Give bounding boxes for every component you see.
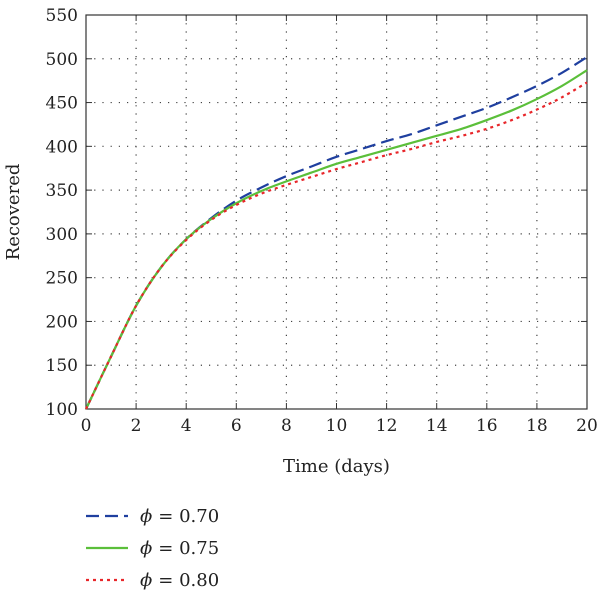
x-tick-label: 12 bbox=[376, 416, 398, 436]
grid bbox=[86, 15, 587, 409]
x-tick-label: 6 bbox=[231, 416, 242, 436]
legend-label-3: ϕ = 0.80 bbox=[140, 570, 219, 591]
x-tick-label: 16 bbox=[476, 416, 498, 436]
y-tick-label: 500 bbox=[46, 50, 78, 70]
y-tick-label: 400 bbox=[46, 137, 78, 157]
y-tick-label: 350 bbox=[46, 181, 78, 201]
y-tick-label: 250 bbox=[46, 269, 78, 289]
legend: ϕ = 0.70 ϕ = 0.75 ϕ = 0.80 bbox=[86, 506, 219, 591]
x-tick-label: 4 bbox=[181, 416, 192, 436]
y-tick-label: 150 bbox=[46, 356, 78, 376]
series-line-3 bbox=[85, 81, 588, 410]
x-tick-label: 10 bbox=[326, 416, 348, 436]
y-tick-label: 300 bbox=[46, 225, 78, 245]
legend-symbol: ϕ bbox=[140, 570, 152, 591]
legend-label-1: ϕ = 0.70 bbox=[140, 506, 219, 527]
y-tick-label: 100 bbox=[46, 400, 78, 420]
legend-value: = 0.70 bbox=[158, 506, 219, 527]
y-tick-label: 450 bbox=[46, 94, 78, 114]
legend-value: = 0.80 bbox=[158, 570, 219, 591]
y-axis-title: Recovered bbox=[3, 164, 24, 261]
series-line-2 bbox=[85, 69, 588, 410]
x-tick-label: 8 bbox=[281, 416, 292, 436]
legend-label-2: ϕ = 0.75 bbox=[140, 538, 219, 559]
x-axis-title: Time (days) bbox=[283, 456, 390, 477]
legend-value: = 0.75 bbox=[158, 538, 219, 559]
x-tick-label: 2 bbox=[131, 416, 142, 436]
axis-ticks: 0 2 4 6 8 10 12 14 16 18 20 100 150 200 250 300 350 400 45… bbox=[46, 6, 598, 436]
x-tick-label: 20 bbox=[576, 416, 598, 436]
y-tick-label: 200 bbox=[46, 312, 78, 332]
legend-symbol: ϕ bbox=[140, 538, 152, 559]
x-tick-label: 14 bbox=[426, 416, 448, 436]
legend-symbol: ϕ bbox=[140, 506, 152, 527]
y-tick-label: 550 bbox=[46, 6, 78, 26]
x-tick-label: 18 bbox=[526, 416, 548, 436]
series-lines bbox=[85, 56, 588, 410]
x-tick-label: 0 bbox=[81, 416, 92, 436]
